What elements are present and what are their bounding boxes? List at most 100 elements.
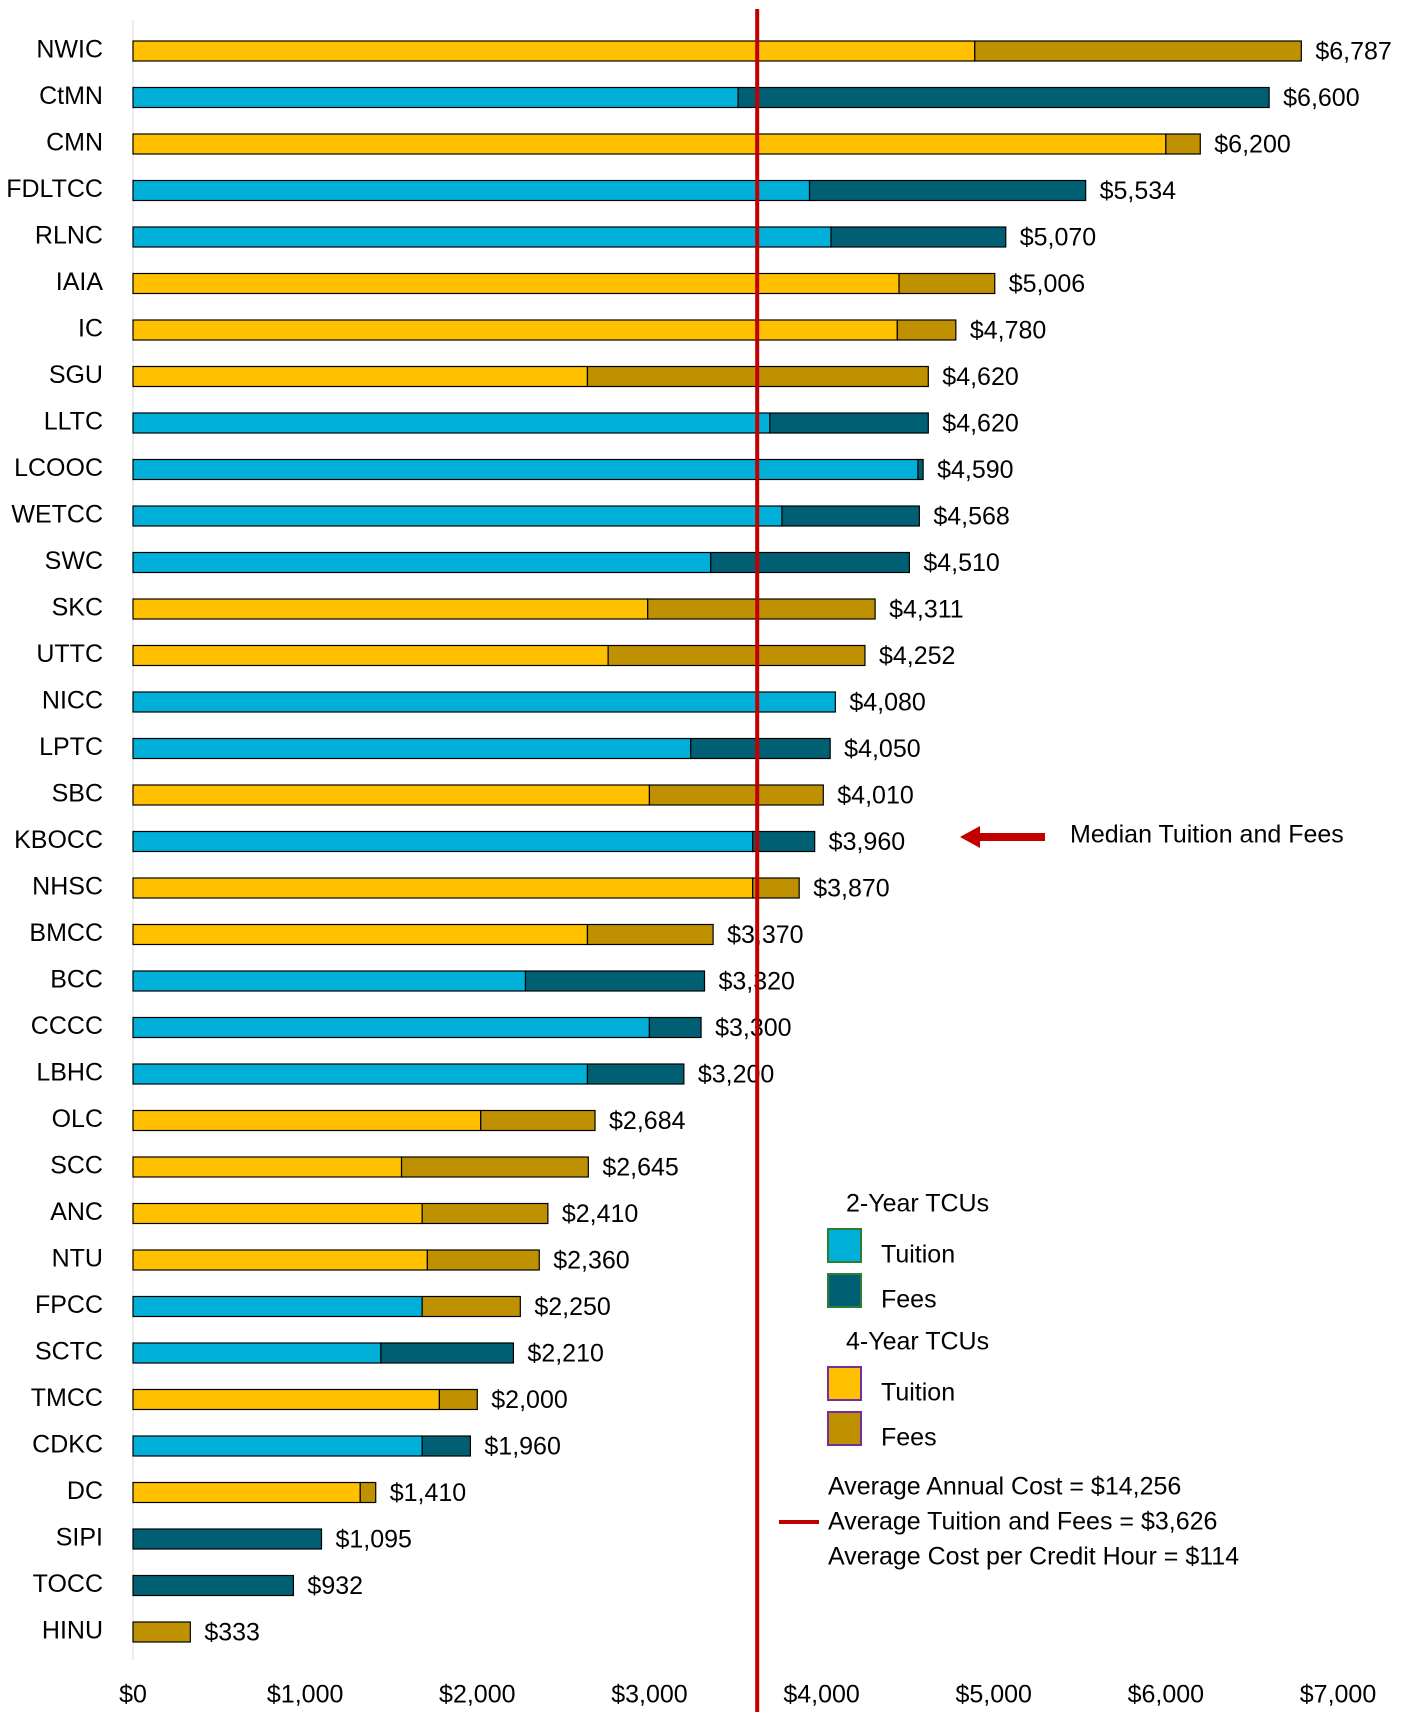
bar-segment bbox=[132, 691, 836, 713]
y-tick-label: CDKC bbox=[32, 1431, 103, 1459]
bar-segment bbox=[132, 1063, 589, 1085]
bar-segment bbox=[132, 1481, 361, 1504]
bar-segment bbox=[1165, 133, 1201, 155]
data-label: $4,311 bbox=[889, 596, 964, 624]
y-tick-label: DC bbox=[67, 1477, 103, 1505]
data-label: $4,510 bbox=[923, 549, 999, 577]
y-tick-label: TOCC bbox=[33, 1570, 103, 1598]
data-label: $3,370 bbox=[727, 921, 803, 949]
bar-segment bbox=[132, 179, 811, 202]
bar-segment bbox=[132, 40, 976, 62]
data-label: $2,645 bbox=[602, 1154, 678, 1182]
data-label: $3,200 bbox=[698, 1061, 774, 1089]
bar-segment bbox=[648, 784, 824, 806]
data-label: $4,568 bbox=[933, 503, 1009, 531]
y-tick-label: NICC bbox=[42, 687, 103, 715]
y-tick-label: LPTC bbox=[39, 733, 103, 761]
bar-segment bbox=[132, 1016, 651, 1039]
legend-swatch bbox=[827, 1366, 862, 1401]
bar-segment bbox=[690, 737, 831, 760]
bar-segment bbox=[438, 1388, 478, 1411]
data-label: $4,590 bbox=[937, 456, 1013, 484]
data-label: $932 bbox=[307, 1572, 363, 1600]
y-tick-label: FPCC bbox=[35, 1291, 103, 1319]
bar-segment bbox=[132, 505, 783, 527]
data-label: $3,300 bbox=[715, 1014, 791, 1042]
annotation: Median Tuition and Fees bbox=[1070, 821, 1344, 849]
y-tick-label: SCC bbox=[50, 1152, 103, 1180]
y-tick-label: TMCC bbox=[31, 1384, 103, 1412]
bar-segment bbox=[426, 1249, 540, 1271]
stat-line: Average Cost per Credit Hour = $114 bbox=[828, 1543, 1239, 1571]
data-label: $6,600 bbox=[1283, 84, 1359, 112]
bar-segment bbox=[830, 226, 1007, 248]
bar-segment bbox=[132, 644, 609, 667]
bar-segment bbox=[132, 133, 1167, 155]
bar-segment bbox=[359, 1481, 377, 1504]
data-label: $4,050 bbox=[844, 735, 920, 763]
bar-segment bbox=[132, 1342, 382, 1364]
bar-segment bbox=[480, 1109, 596, 1132]
legend-swatch bbox=[827, 1228, 862, 1263]
bar-segment bbox=[648, 1016, 702, 1039]
bar-segment bbox=[752, 830, 816, 853]
x-tick-label: $2,000 bbox=[439, 1681, 515, 1709]
y-tick-label: CMN bbox=[46, 129, 103, 157]
stat-line: Average Tuition and Fees = $3,626 bbox=[828, 1508, 1217, 1536]
bar-segment bbox=[974, 40, 1302, 62]
data-label: $2,250 bbox=[534, 1293, 610, 1321]
bar-segment bbox=[132, 737, 692, 760]
bar-segment bbox=[132, 1435, 423, 1457]
data-label: $6,787 bbox=[1315, 38, 1391, 66]
bar-segment bbox=[421, 1295, 521, 1318]
data-label: $333 bbox=[204, 1619, 260, 1647]
data-label: $2,360 bbox=[553, 1247, 629, 1275]
x-tick-label: $7,000 bbox=[1300, 1681, 1376, 1709]
data-label: $2,684 bbox=[609, 1107, 686, 1135]
bar-segment bbox=[421, 1202, 549, 1225]
data-label: $1,095 bbox=[335, 1526, 411, 1554]
bar-segment bbox=[132, 830, 754, 853]
x-tick-label: $1,000 bbox=[267, 1681, 343, 1709]
data-label: $6,200 bbox=[1214, 131, 1290, 159]
y-tick-label: SWC bbox=[45, 547, 103, 575]
data-label: $3,960 bbox=[829, 828, 905, 856]
bar-segment bbox=[808, 179, 1087, 202]
bar-segment bbox=[524, 970, 706, 992]
y-tick-label: CCCC bbox=[31, 1012, 103, 1040]
y-tick-label: SIPI bbox=[56, 1524, 103, 1552]
bar-segment bbox=[132, 598, 649, 620]
bar-segment bbox=[132, 86, 739, 109]
y-tick-label: UTTC bbox=[36, 640, 103, 668]
stat-line: Average Annual Cost = $14,256 bbox=[828, 1473, 1181, 1501]
y-tick-label: FDLTCC bbox=[6, 175, 103, 203]
data-label: $1,960 bbox=[484, 1433, 560, 1461]
bar-segment bbox=[132, 458, 919, 481]
bar-segment bbox=[586, 923, 714, 946]
y-tick-label: LCOOC bbox=[14, 454, 103, 482]
data-label: $1,410 bbox=[390, 1479, 466, 1507]
legend-title: 4-Year TCUs bbox=[846, 1328, 989, 1356]
y-tick-label: BMCC bbox=[29, 919, 103, 947]
y-tick-label: NHSC bbox=[32, 873, 103, 901]
bar-segment bbox=[132, 272, 900, 295]
bar-segment bbox=[132, 784, 651, 806]
bar-segment bbox=[896, 319, 957, 341]
x-tick-label: $0 bbox=[119, 1681, 147, 1709]
data-label: $4,010 bbox=[837, 782, 913, 810]
x-tick-label: $4,000 bbox=[783, 1681, 859, 1709]
x-tick-label: $6,000 bbox=[1128, 1681, 1204, 1709]
bar-segment bbox=[132, 226, 832, 248]
legend-label: Tuition bbox=[881, 1379, 955, 1407]
bar-segment bbox=[380, 1342, 515, 1364]
y-tick-label: NWIC bbox=[36, 36, 103, 64]
bar-segment bbox=[781, 505, 920, 527]
data-label: $4,780 bbox=[970, 317, 1046, 345]
y-tick-label: KBOCC bbox=[14, 826, 103, 854]
legend-swatch bbox=[827, 1273, 862, 1308]
y-tick-label: LBHC bbox=[36, 1059, 103, 1087]
y-tick-label: NTU bbox=[52, 1245, 103, 1273]
bar-segment bbox=[132, 319, 898, 341]
y-tick-label: HINU bbox=[42, 1617, 103, 1645]
bar-segment bbox=[400, 1156, 589, 1178]
